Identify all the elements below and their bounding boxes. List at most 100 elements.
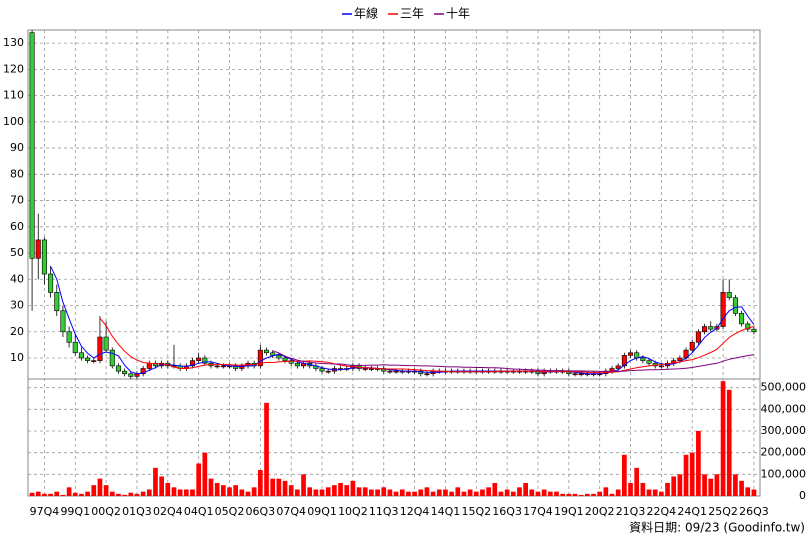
- candle-body: [658, 365, 664, 368]
- volume-bar: [480, 489, 485, 496]
- x-tick-label: 12Q4: [400, 505, 430, 518]
- candle-body: [48, 273, 54, 293]
- volume-bar: [375, 489, 380, 496]
- candle-body: [196, 357, 202, 361]
- volume-bar: [332, 485, 337, 496]
- volume-bar: [344, 485, 350, 496]
- x-tick-label: 25Q2: [708, 505, 738, 518]
- volume-bar: [356, 487, 362, 496]
- volume-bar: [159, 476, 164, 496]
- plot-frame: [27, 29, 761, 497]
- volume-bar: [202, 452, 208, 496]
- volume-bar: [276, 478, 282, 496]
- candle-body: [621, 355, 627, 367]
- y-tick-label: 100: [3, 115, 24, 128]
- candle-body: [202, 357, 208, 364]
- volume-bar: [535, 491, 541, 496]
- candle-body: [115, 365, 121, 372]
- candle-body: [393, 370, 399, 373]
- y-tick-label: 30: [10, 299, 24, 312]
- candle-body: [239, 365, 245, 369]
- y-tick-label: 110: [3, 89, 24, 102]
- y-tick-label: 20: [10, 325, 24, 338]
- x-tick-label: 02Q4: [153, 505, 183, 518]
- y-tick-label: 40: [10, 272, 24, 285]
- candle-body: [689, 341, 695, 351]
- x-tick-label: 20Q2: [585, 505, 615, 518]
- volume-bar: [517, 487, 522, 496]
- candle-body: [325, 370, 331, 373]
- x-tick-label: 11Q3: [369, 505, 399, 518]
- volume-bar: [319, 489, 325, 496]
- volume-bar: [443, 489, 448, 496]
- x-tick-label: 04Q1: [184, 505, 214, 518]
- volume-bar: [282, 480, 288, 496]
- x-tick-label: 19Q1: [554, 505, 584, 518]
- volume-bar: [615, 489, 621, 496]
- volume-bar: [208, 478, 214, 496]
- x-tick-label: 17Q4: [523, 505, 553, 518]
- volume-bar: [554, 491, 559, 496]
- volume-bar: [338, 483, 343, 496]
- volume-bar: [510, 491, 516, 496]
- volume-bar: [652, 489, 658, 496]
- legend-label: 年線: [354, 6, 378, 21]
- volume-bar: [245, 491, 251, 496]
- candle-body: [66, 331, 72, 343]
- x-tick-label: 07Q4: [276, 505, 306, 518]
- x-tick-label: 01Q3: [122, 505, 152, 518]
- candle-body: [78, 352, 84, 359]
- candle-body: [294, 362, 300, 367]
- x-tick-label: 97Q4: [30, 505, 60, 518]
- y-tick-label: 120: [3, 62, 24, 75]
- volume-bar: [196, 463, 202, 496]
- x-tick-label: 05Q2: [215, 505, 245, 518]
- volume-bar: [48, 493, 53, 496]
- volume-bar: [134, 493, 140, 496]
- volume-bar: [449, 491, 454, 496]
- volume-bar: [461, 491, 467, 496]
- volume-bar: [733, 474, 738, 496]
- candle-body: [288, 360, 294, 364]
- volume-bar: [103, 485, 109, 496]
- volume-bar: [122, 494, 127, 496]
- candle-body: [54, 292, 60, 312]
- volume-bar: [628, 483, 633, 496]
- candle-body: [109, 349, 115, 367]
- volume-bar: [584, 493, 590, 496]
- candle-body: [220, 365, 226, 368]
- volume-bar: [116, 493, 121, 496]
- volume-bar: [467, 489, 473, 496]
- x-tick-label: 00Q2: [91, 505, 121, 518]
- volume-bar: [671, 476, 677, 496]
- volume-bar: [140, 491, 146, 496]
- volume-bar: [288, 485, 294, 496]
- candle-body: [233, 365, 239, 369]
- volume-bar: [492, 483, 498, 496]
- volume-bar: [295, 489, 300, 496]
- y-tick-label: 130: [3, 36, 24, 49]
- volume-bar: [634, 467, 640, 496]
- volume-bar: [609, 493, 615, 496]
- candle-body: [362, 368, 368, 370]
- volume-bar: [418, 489, 424, 496]
- volume-bar: [97, 478, 103, 496]
- candle-body: [695, 331, 701, 343]
- volume-bar: [541, 489, 547, 496]
- candle-body: [128, 373, 134, 377]
- candle-body: [745, 323, 751, 330]
- volume-bar: [313, 489, 319, 496]
- volume-bar: [72, 492, 78, 496]
- legend-label: 三年: [400, 7, 424, 21]
- candle-body: [720, 292, 726, 327]
- legend-label: 十年: [446, 7, 470, 21]
- volume-bar: [622, 454, 627, 496]
- candle-body: [91, 360, 97, 362]
- volume-bar: [128, 492, 134, 496]
- candle-body: [387, 370, 393, 373]
- volume-bar: [183, 489, 189, 496]
- candle-body: [628, 352, 634, 356]
- x-tick-label: 15Q2: [461, 505, 491, 518]
- candle-body: [319, 368, 325, 372]
- x-tick-label: 06Q3: [246, 505, 276, 518]
